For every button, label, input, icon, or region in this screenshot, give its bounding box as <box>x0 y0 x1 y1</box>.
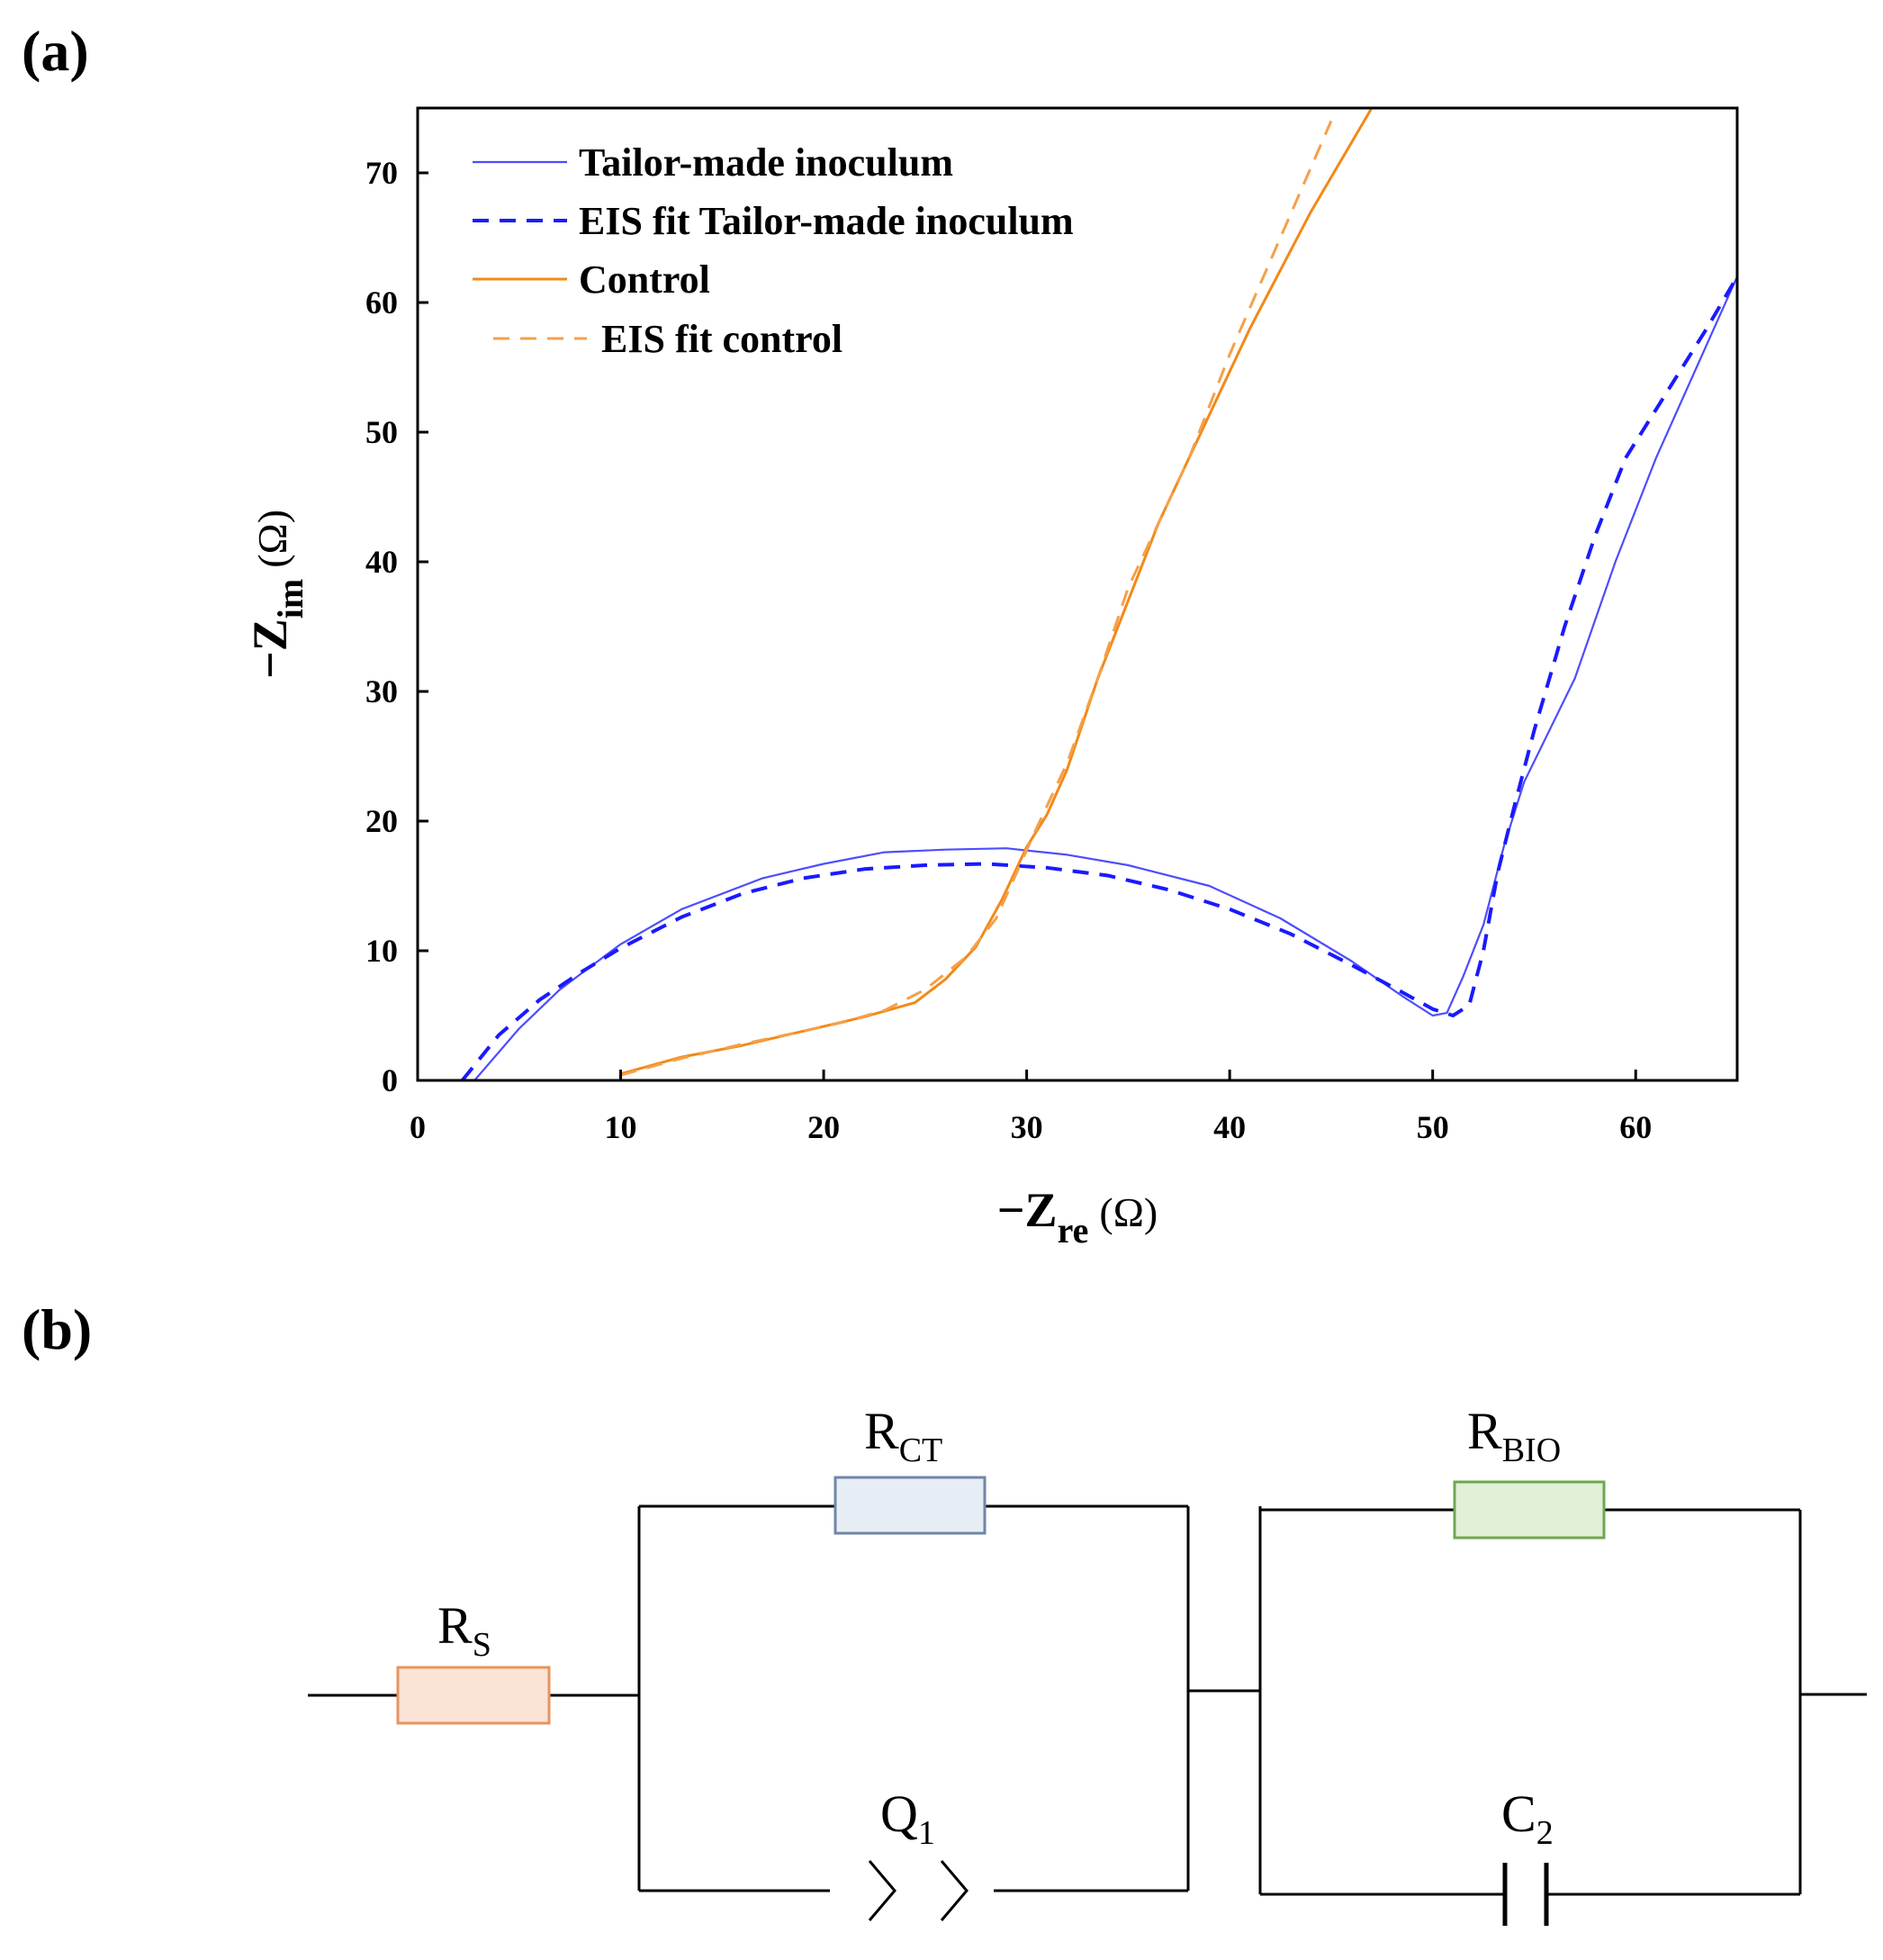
label-q1: Q1 <box>880 1784 935 1852</box>
equivalent-circuit: RS RCT Q1 RBIO C2 <box>308 1402 1867 1926</box>
label-c2-sub: 2 <box>1536 1814 1554 1852</box>
circuit-wires <box>308 1504 1867 1896</box>
label-c2-main: C <box>1501 1784 1536 1843</box>
label-q1-main: Q <box>880 1784 918 1843</box>
legend-label-1: EIS fit Tailor-made inoculum <box>579 199 1074 243</box>
y-tick-label: 50 <box>365 414 398 450</box>
label-rbio-main: R <box>1467 1402 1502 1460</box>
panel-label-b: (b) <box>22 1297 93 1361</box>
x-tick-label: 30 <box>1011 1109 1043 1145</box>
legend-label-0: Tailor-made inoculum <box>579 140 953 185</box>
x-axis-title-main: −Z <box>997 1183 1058 1237</box>
capacitor-c2-symbol <box>1502 1863 1549 1926</box>
label-rct: RCT <box>864 1402 942 1469</box>
series-layer <box>461 108 1737 1080</box>
resistor-rbio <box>1453 1480 1606 1540</box>
label-rs: RS <box>437 1596 491 1664</box>
label-rbio-sub: BIO <box>1502 1432 1561 1469</box>
label-rs-main: R <box>437 1596 473 1655</box>
x-tick-label: 40 <box>1213 1109 1246 1145</box>
x-axis-title-sub: re <box>1058 1210 1089 1251</box>
y-tick-label: 40 <box>365 544 398 580</box>
ticks-layer: 0 10 20 30 40 50 60 0 10 20 30 40 50 60 70 <box>365 155 1652 1145</box>
label-rct-sub: CT <box>899 1432 943 1469</box>
panel-label-a: (a) <box>22 19 89 83</box>
y-axis-title: −Zim (Ω) <box>243 510 311 679</box>
series-line-0 <box>473 275 1737 1080</box>
x-axis-title: −Zre (Ω) <box>997 1183 1158 1251</box>
x-axis-title-unit: (Ω) <box>1099 1189 1158 1235</box>
plot-frame <box>416 106 1739 1082</box>
label-q1-sub: 1 <box>918 1814 935 1852</box>
label-c2: C2 <box>1501 1784 1554 1852</box>
x-tick-label: 20 <box>807 1109 840 1145</box>
legend-label-3: EIS fit control <box>601 317 842 361</box>
y-tick-label: 60 <box>365 285 398 321</box>
nyquist-chart: 0 10 20 30 40 50 60 0 10 20 30 40 50 60 70 Tailor-made… <box>243 106 1739 1251</box>
label-rct-main: R <box>864 1402 899 1460</box>
x-tick-label: 10 <box>605 1109 637 1145</box>
y-tick-label: 10 <box>365 933 398 969</box>
y-tick-label: 70 <box>365 155 398 191</box>
y-tick-label: 20 <box>365 803 398 839</box>
series-line-3 <box>620 120 1333 1077</box>
label-rbio: RBIO <box>1467 1402 1561 1469</box>
label-rs-sub: S <box>473 1626 491 1664</box>
series-line-2 <box>620 108 1374 1076</box>
x-tick-label: 50 <box>1417 1109 1449 1145</box>
y-axis-title-unit: (Ω) <box>249 510 295 568</box>
legend: Tailor-made inoculum EIS fit Tailor-made … <box>473 140 1074 361</box>
y-tick-label: 0 <box>382 1062 398 1098</box>
y-tick-label: 30 <box>365 673 398 709</box>
resistor-rct <box>833 1476 987 1535</box>
resistor-rs <box>396 1666 551 1725</box>
y-axis-title-sub: im <box>270 579 311 619</box>
legend-label-2: Control <box>579 257 710 302</box>
x-tick-label: 60 <box>1619 1109 1652 1145</box>
x-tick-label: 0 <box>410 1109 426 1145</box>
series-line-1 <box>461 275 1737 1080</box>
y-axis-title-main: −Z <box>243 619 297 679</box>
cpe-q1-symbol <box>868 1860 969 1921</box>
